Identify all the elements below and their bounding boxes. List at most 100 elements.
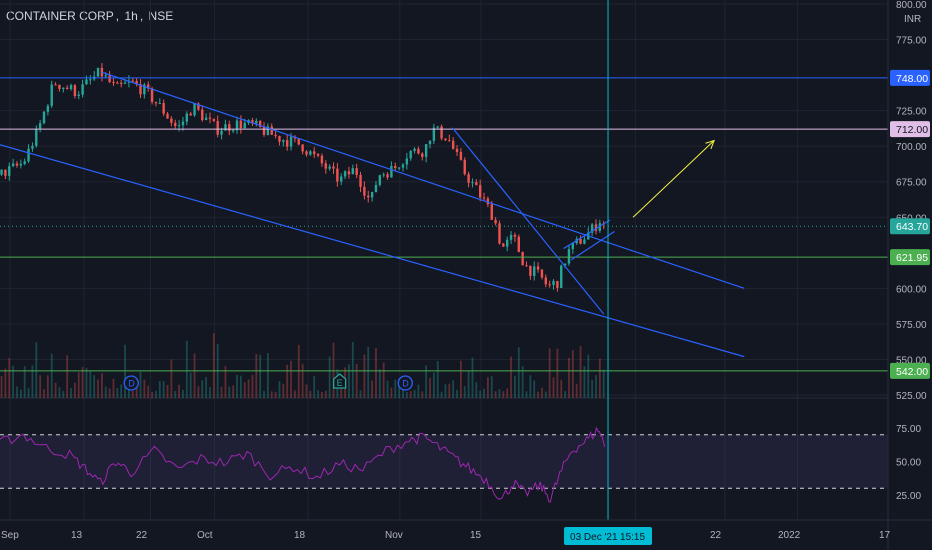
earnings-marker[interactable] <box>333 373 347 389</box>
candle-body <box>513 234 517 237</box>
candle-body <box>123 82 127 84</box>
volume-bar <box>212 333 215 398</box>
volume-bar <box>224 366 227 398</box>
volume-bar <box>529 375 532 398</box>
candle-body <box>478 185 482 198</box>
dividend-marker[interactable] <box>123 375 139 391</box>
volume-bar <box>544 391 547 398</box>
volume-bar <box>394 379 397 398</box>
candle-body <box>413 148 416 151</box>
price-tag-label: 643.70 <box>896 221 928 233</box>
symbol-name[interactable]: CONTAINER CORP <box>6 9 114 23</box>
volume-bar <box>189 372 192 398</box>
volume-bar <box>23 366 26 398</box>
volume-bar <box>282 383 285 398</box>
volume-bar <box>413 389 416 398</box>
candle-body <box>100 67 104 77</box>
trendline[interactable] <box>563 219 611 250</box>
price-tick-label: 550.00 <box>896 355 927 366</box>
candle-body <box>154 101 158 104</box>
volume-bar <box>19 389 22 398</box>
volume-bar <box>429 377 431 398</box>
projection-arrow[interactable] <box>632 140 715 218</box>
candle-body <box>490 204 493 220</box>
volume-bar <box>286 364 289 398</box>
volume-bar <box>93 375 96 398</box>
trendline[interactable] <box>101 71 745 289</box>
candle-body <box>579 238 582 244</box>
dividend-marker-label: D <box>402 379 409 389</box>
candle-body <box>440 126 443 139</box>
candle-body <box>598 223 602 231</box>
volume-bar <box>371 380 374 398</box>
volume-bar <box>332 342 335 398</box>
earnings-marker-label: E <box>337 378 343 388</box>
time-tick-label: Sep <box>1 530 19 541</box>
price-tag <box>890 249 930 266</box>
volume-bar <box>31 365 34 398</box>
candle-body <box>8 166 11 176</box>
volume-bar <box>421 391 424 398</box>
time-tick-label: 13 <box>71 530 83 541</box>
dividend-marker[interactable] <box>397 375 413 391</box>
price-tick-label: 675.00 <box>896 178 927 189</box>
volume-bar <box>247 379 250 398</box>
volume-bar <box>8 357 11 398</box>
candle-body <box>560 265 563 288</box>
candle-body <box>158 103 162 105</box>
volume-bar <box>158 381 161 398</box>
candle-body <box>77 94 80 97</box>
price-tag <box>890 69 930 86</box>
trendline[interactable] <box>0 144 745 358</box>
interval-label[interactable]: 1h <box>124 9 138 23</box>
volume-bar <box>228 386 231 398</box>
candle-body <box>162 103 165 114</box>
volume-bar <box>104 386 107 398</box>
price-tag-label: 748.00 <box>896 73 928 85</box>
price-tick-label: 525.00 <box>896 391 927 402</box>
volume-bar <box>243 382 246 398</box>
candle-body <box>189 113 192 116</box>
candle-body <box>270 126 273 135</box>
candle-body <box>285 140 289 147</box>
trendline[interactable] <box>451 127 605 315</box>
volume-bar <box>475 382 478 398</box>
candle-body <box>525 265 528 267</box>
candle-body <box>50 84 53 106</box>
volume-bar <box>294 390 296 398</box>
volume-bar <box>382 362 385 398</box>
time-tick-label: 18 <box>294 530 306 541</box>
candle-body <box>482 197 486 199</box>
candle-body <box>432 127 436 141</box>
candle-body <box>540 269 544 278</box>
candle-body <box>320 155 324 164</box>
candle-body <box>274 134 277 136</box>
volume-bar <box>595 375 597 398</box>
volume-bar <box>313 375 316 398</box>
rsi-line <box>0 426 606 503</box>
volume-bar <box>290 360 292 398</box>
volume-bar <box>147 385 150 398</box>
candle-body <box>131 80 134 82</box>
exchange-label: NSE <box>148 9 174 23</box>
price-tick-label: 725.00 <box>896 107 927 118</box>
volume-bar <box>432 372 435 398</box>
trendline[interactable] <box>570 230 615 261</box>
candle-body <box>224 124 227 131</box>
candle-body <box>69 85 73 90</box>
volume-bar <box>568 357 570 398</box>
candle-body <box>529 265 532 276</box>
candle-body <box>313 151 316 155</box>
rsi-tick-label: 25.00 <box>896 491 921 502</box>
candle-body <box>289 136 293 147</box>
volume-bar <box>255 353 258 398</box>
candle-body <box>239 120 243 129</box>
price-axis[interactable] <box>888 0 932 550</box>
candle-body <box>347 171 351 175</box>
crosshair-date: 03 Dec '21 <box>570 532 618 543</box>
candle-body <box>170 118 173 123</box>
title-separator: , <box>115 9 120 23</box>
candle-body <box>467 174 470 183</box>
volume-bar <box>50 353 53 398</box>
